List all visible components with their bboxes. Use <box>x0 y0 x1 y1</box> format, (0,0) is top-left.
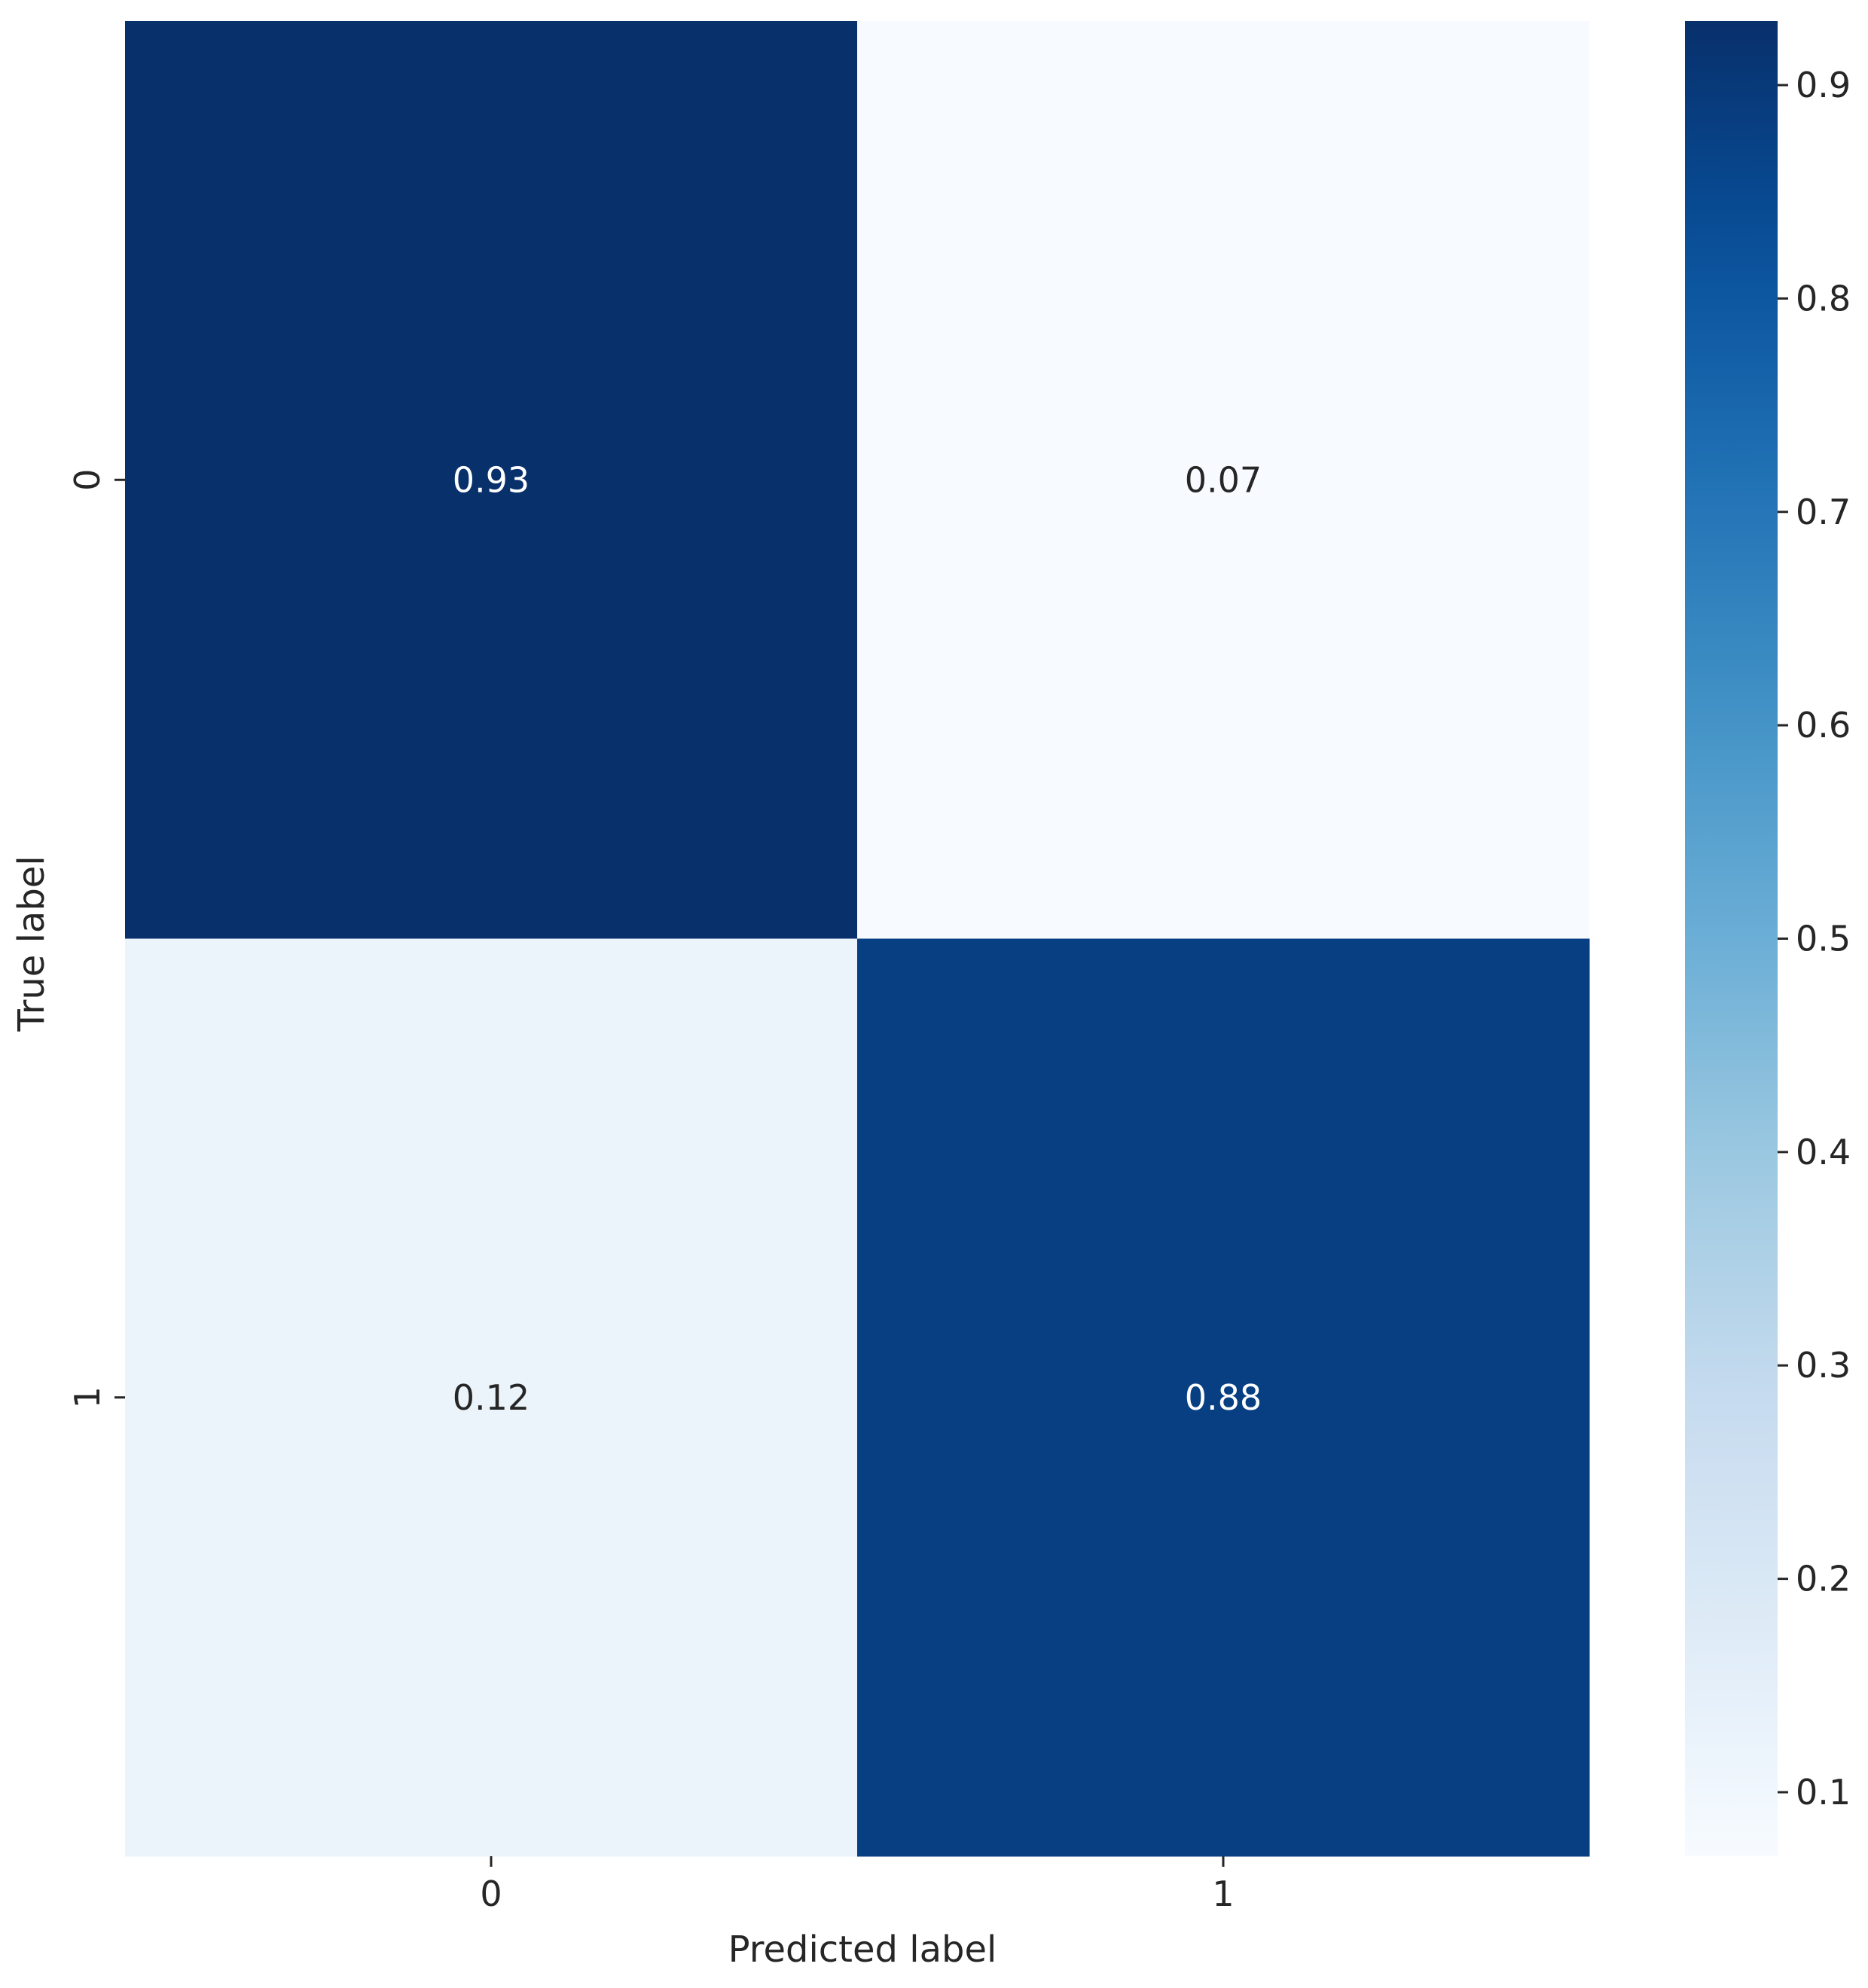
x-axis-title: Predicted label <box>728 1929 997 1971</box>
colorbar-tick-label: 0.5 <box>1796 919 1851 959</box>
y-axis-title: True label <box>11 855 53 1032</box>
heatmap-cell <box>125 938 858 1857</box>
cell-value-label: 0.88 <box>1185 1377 1262 1418</box>
y-tick-label: 0 <box>67 469 108 491</box>
heatmap-cell <box>857 21 1590 939</box>
colorbar-tick-label: 0.2 <box>1796 1559 1851 1599</box>
cell-value-label: 0.93 <box>453 459 530 500</box>
colorbar-gradient <box>1685 21 1778 1856</box>
heatmap-cell <box>125 21 858 939</box>
x-tick-label: 1 <box>1212 1874 1234 1914</box>
x-tick-label: 0 <box>480 1874 502 1914</box>
colorbar: 0.1 0.2 0.3 0.4 0.5 0.6 0.7 0.8 0.9 <box>1685 21 1851 1856</box>
cell-value-label: 0.07 <box>1185 459 1262 500</box>
cell-value-label: 0.12 <box>453 1377 530 1418</box>
colorbar-tick-label: 0.8 <box>1796 278 1851 319</box>
heatmap: 0.93 0.07 0.12 0.88 <box>125 21 1590 1857</box>
colorbar-tick-label: 0.9 <box>1796 65 1851 105</box>
y-tick-label: 1 <box>67 1386 108 1408</box>
heatmap-cell <box>857 938 1590 1857</box>
colorbar-tick-label: 0.7 <box>1796 492 1851 532</box>
y-axis: 01 <box>67 469 125 1408</box>
colorbar-tick-label: 0.1 <box>1796 1772 1851 1813</box>
colorbar-tick-label: 0.6 <box>1796 705 1851 746</box>
colorbar-tick-label: 0.3 <box>1796 1345 1851 1386</box>
colorbar-tick-label: 0.4 <box>1796 1132 1851 1172</box>
